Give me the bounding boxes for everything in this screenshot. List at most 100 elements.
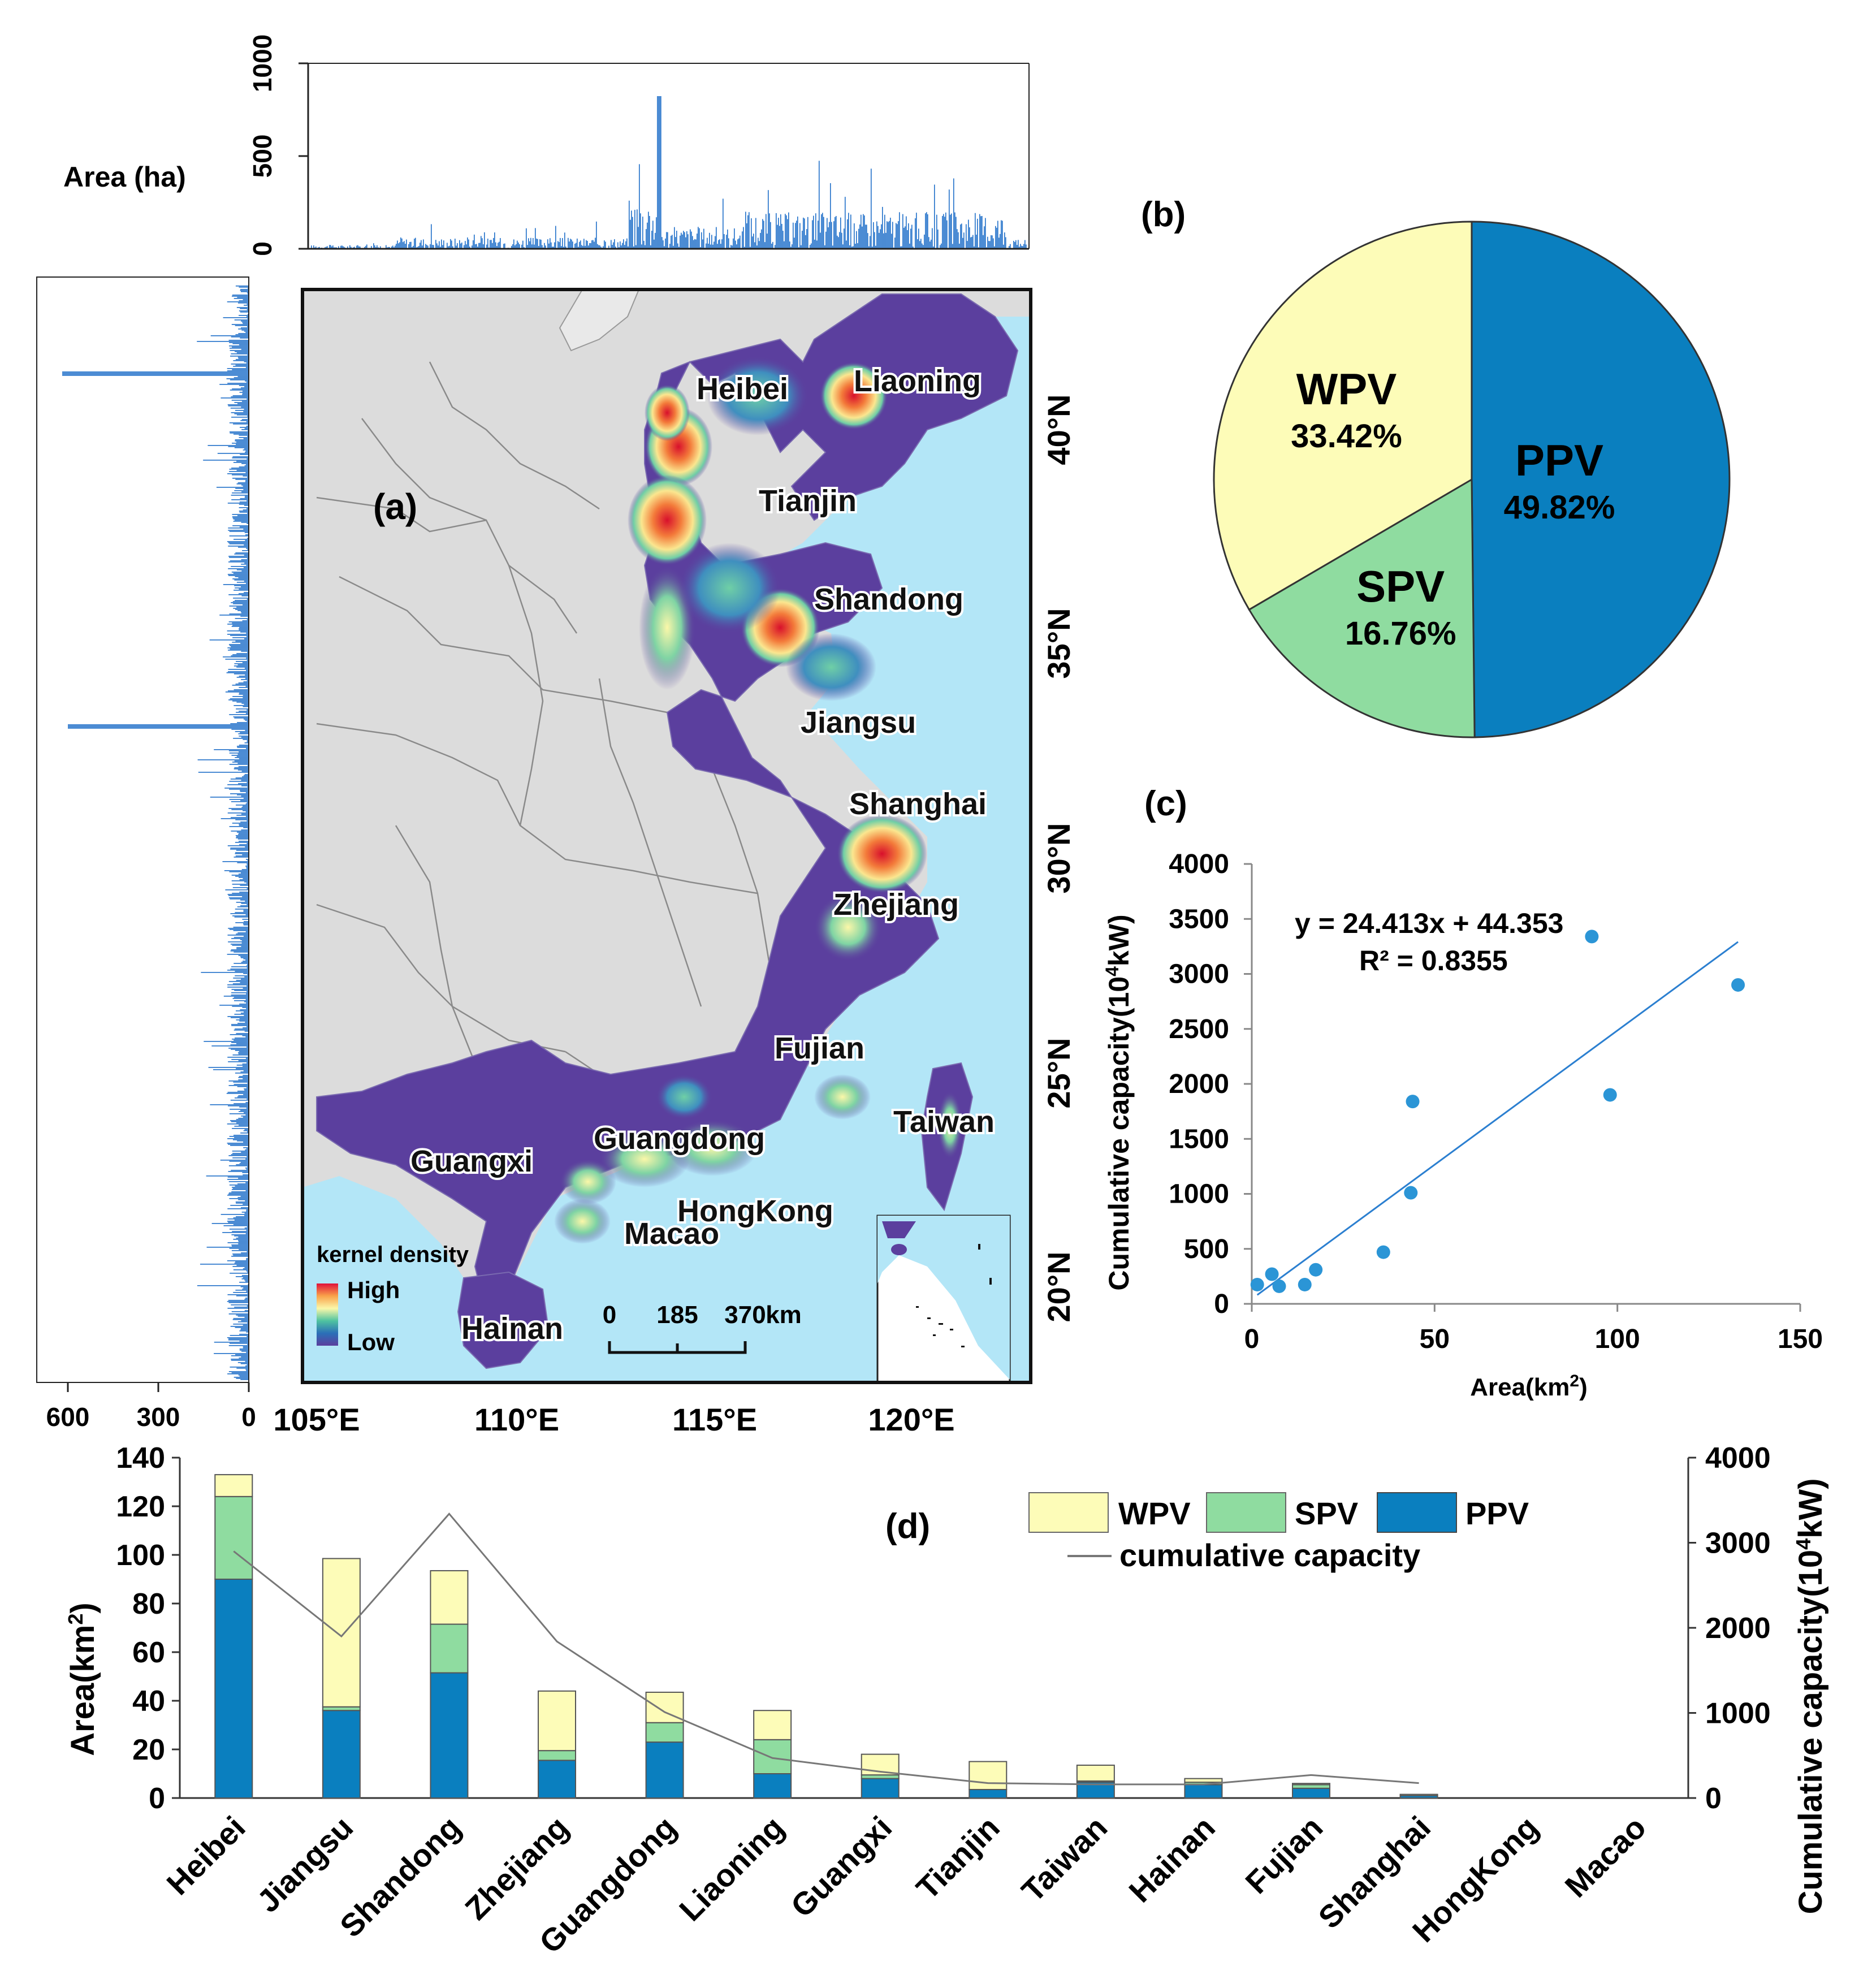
left-hist-bar <box>229 871 249 872</box>
left-hist-bar <box>243 775 249 776</box>
top-hist-bar <box>951 213 952 249</box>
left-hist-bar <box>234 768 249 770</box>
scatter-ytick: 1500 <box>1169 1124 1229 1154</box>
top-hist-bar <box>490 240 491 249</box>
left-hist-bar <box>242 1007 249 1008</box>
left-hist-bar <box>231 324 249 325</box>
left-hist-bar <box>238 834 249 835</box>
left-hist-bar <box>239 1021 249 1022</box>
left-hist-bar <box>62 374 249 375</box>
left-hist-bar <box>231 831 249 832</box>
left-hist-bar <box>243 1012 249 1013</box>
left-hist-bar <box>228 405 249 407</box>
left-hist-bar <box>247 974 249 975</box>
left-hist-bar <box>240 611 249 612</box>
bar-segment-ppv <box>430 1672 469 1799</box>
left-hist-bar <box>198 772 249 773</box>
top-hist-bar <box>1013 240 1014 249</box>
scatter-ytick: 3500 <box>1169 904 1229 934</box>
left-hist-bar <box>238 1199 249 1200</box>
bar-segment-ppv <box>1292 1787 1330 1799</box>
bar-ytick: 60 <box>132 1636 165 1669</box>
left-hist-bar <box>241 651 249 652</box>
left-hist-bar <box>239 344 249 345</box>
left-hist-bar <box>232 884 249 885</box>
left-hist-bar <box>233 1135 249 1136</box>
top-hist-bar <box>695 239 697 249</box>
left-hist-bar <box>242 391 249 392</box>
top-hist-bar <box>617 242 619 249</box>
province-label-guangdong: Guangdong <box>594 1122 765 1156</box>
top-hist-bar <box>724 234 725 249</box>
left-hist-bar <box>234 539 249 540</box>
top-hist-bar <box>447 243 448 249</box>
top-hist-bar <box>839 232 840 249</box>
left-hist-bar <box>238 1178 249 1179</box>
top-hist-bar <box>899 212 900 249</box>
province-label-hainan: Hainan <box>461 1312 563 1346</box>
top-hist-bar <box>637 209 638 249</box>
left-hist-bar <box>232 517 249 518</box>
left-hist-bar <box>247 1364 249 1365</box>
left-hist-bar <box>227 970 249 971</box>
scatter-point <box>1265 1267 1279 1281</box>
top-hist-bar <box>1024 240 1026 249</box>
top-hist-bar <box>1014 241 1015 249</box>
top-hist-bar <box>913 247 914 249</box>
top-hist-bar <box>916 213 917 249</box>
legend-gradient <box>317 1283 338 1346</box>
left-hist-bar <box>247 967 249 969</box>
left-hist-bar <box>243 567 249 568</box>
left-hist-bar <box>239 841 249 842</box>
left-hist-bar <box>235 609 249 610</box>
top-hist-bar <box>777 224 778 249</box>
top-hist-bar <box>495 242 496 249</box>
left-hist-bar <box>228 1085 249 1086</box>
left-hist-bar <box>234 963 249 964</box>
left-hist-bar <box>244 1088 249 1090</box>
left-hist-bar <box>220 1160 249 1161</box>
left-hist-bar <box>242 854 249 855</box>
left-hist-bar <box>236 832 249 833</box>
scatter-point <box>1406 1095 1420 1109</box>
top-hist-bar <box>836 216 837 249</box>
left-hist-bar <box>234 298 249 299</box>
top-hist-bar <box>975 213 976 249</box>
left-hist-bar <box>227 1123 249 1125</box>
left-hist-bar <box>241 1356 249 1358</box>
left-hist-bar <box>230 817 249 818</box>
top-hist-bar <box>719 239 720 249</box>
left-hist-bar <box>242 550 249 551</box>
left-hist-bar <box>247 430 249 431</box>
scale-bar: 0 185 370 km <box>603 1301 802 1354</box>
left-hist-bar <box>228 568 249 569</box>
top-hist-bar <box>856 231 857 249</box>
top-hist-bar <box>740 235 741 249</box>
left-hist-bar <box>236 1216 249 1217</box>
top-hist-bar <box>835 217 836 249</box>
left-hist-bar <box>240 498 249 499</box>
left-hist-bar <box>246 1352 249 1353</box>
top-hist-bar <box>906 216 907 249</box>
left-hist-bar <box>204 1041 249 1042</box>
left-hist-bar <box>229 342 249 343</box>
top-hist-bar <box>1001 220 1002 249</box>
top-hist-bar <box>564 232 565 249</box>
top-hist-bar <box>812 220 813 249</box>
left-hist-bar <box>247 786 249 788</box>
panel-label-b: (b) <box>1141 195 1186 234</box>
province-label-zhejiang: Zhejiang <box>833 888 959 922</box>
left-hist-bar <box>235 835 249 836</box>
lat-tick: 35°N <box>1041 608 1077 678</box>
bar-segment-wpv <box>969 1761 1008 1790</box>
top-hist-bar <box>969 227 970 249</box>
left-hist-bar <box>228 1345 249 1346</box>
left-hist-bar <box>232 696 249 697</box>
left-hist-bar <box>237 1023 249 1024</box>
left-hist-bar <box>236 1265 249 1266</box>
top-hist-bar <box>651 231 652 249</box>
left-hist-bar <box>243 450 249 451</box>
left-hist-bar <box>247 765 249 766</box>
left-hist-bar <box>226 672 249 673</box>
top-hist-bar <box>903 227 905 249</box>
